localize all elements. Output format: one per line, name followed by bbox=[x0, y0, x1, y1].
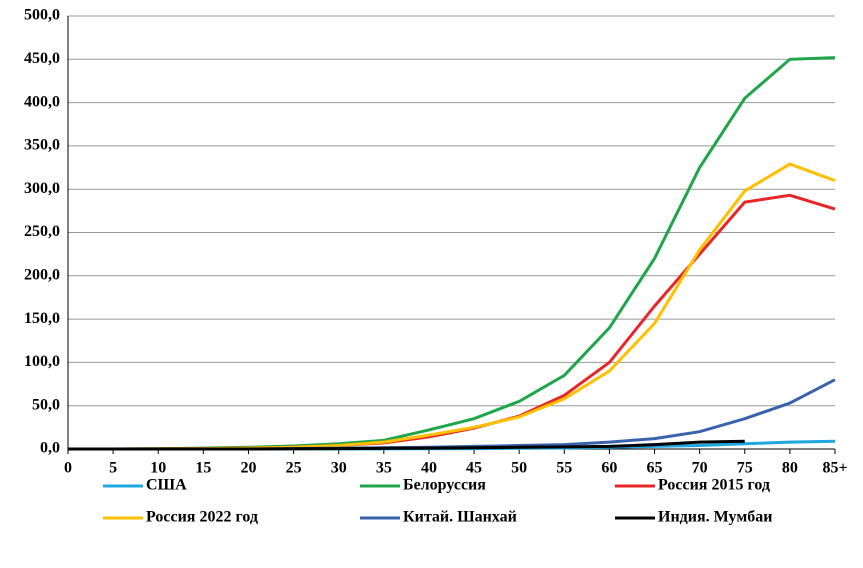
y-tick-label: 200,0 bbox=[24, 266, 60, 283]
x-tick-label: 70 bbox=[692, 460, 708, 477]
legend-label: Россия 2022 год bbox=[146, 509, 258, 526]
x-tick-label: 25 bbox=[286, 460, 302, 477]
legend-label: Китай. Шанхай bbox=[403, 509, 517, 526]
series-line bbox=[68, 162, 836, 451]
x-tick-label: 85+ bbox=[822, 460, 847, 477]
y-tick-label: 500,0 bbox=[24, 7, 60, 24]
y-tick-label: 100,0 bbox=[24, 353, 60, 370]
legend-label: Россия 2015 год bbox=[658, 477, 770, 494]
legend-label: Белоруссия bbox=[403, 477, 486, 494]
x-tick-label: 30 bbox=[331, 460, 347, 477]
x-tick-label: 0 bbox=[64, 460, 72, 477]
y-tick-label: 450,0 bbox=[24, 50, 60, 67]
x-tick-label: 40 bbox=[421, 460, 437, 477]
x-tick-label: 45 bbox=[466, 460, 482, 477]
y-tick-label: 300,0 bbox=[24, 180, 60, 197]
x-tick-label: 5 bbox=[109, 460, 117, 477]
series-line bbox=[68, 193, 836, 451]
x-tick-label: 15 bbox=[195, 460, 211, 477]
x-tick-label: 35 bbox=[376, 460, 392, 477]
x-tick-label: 55 bbox=[556, 460, 572, 477]
series-line bbox=[68, 56, 836, 451]
x-tick-label: 65 bbox=[647, 460, 663, 477]
x-tick-label: 10 bbox=[150, 460, 166, 477]
y-tick-label: 400,0 bbox=[24, 93, 60, 110]
series-line bbox=[68, 378, 836, 451]
y-tick-label: 50,0 bbox=[32, 396, 60, 413]
y-tick-label: 0,0 bbox=[40, 440, 60, 457]
y-tick-label: 250,0 bbox=[24, 223, 60, 240]
x-tick-label: 50 bbox=[511, 460, 527, 477]
x-tick-label: 20 bbox=[240, 460, 256, 477]
y-tick-label: 150,0 bbox=[24, 310, 60, 327]
x-tick-label: 60 bbox=[601, 460, 617, 477]
x-tick-label: 80 bbox=[782, 460, 798, 477]
series-line bbox=[68, 439, 745, 451]
legend-label: Индия. Мумбаи bbox=[658, 509, 772, 526]
legend-label: США bbox=[146, 477, 187, 494]
x-tick-label: 75 bbox=[737, 460, 753, 477]
y-tick-label: 350,0 bbox=[24, 137, 60, 154]
